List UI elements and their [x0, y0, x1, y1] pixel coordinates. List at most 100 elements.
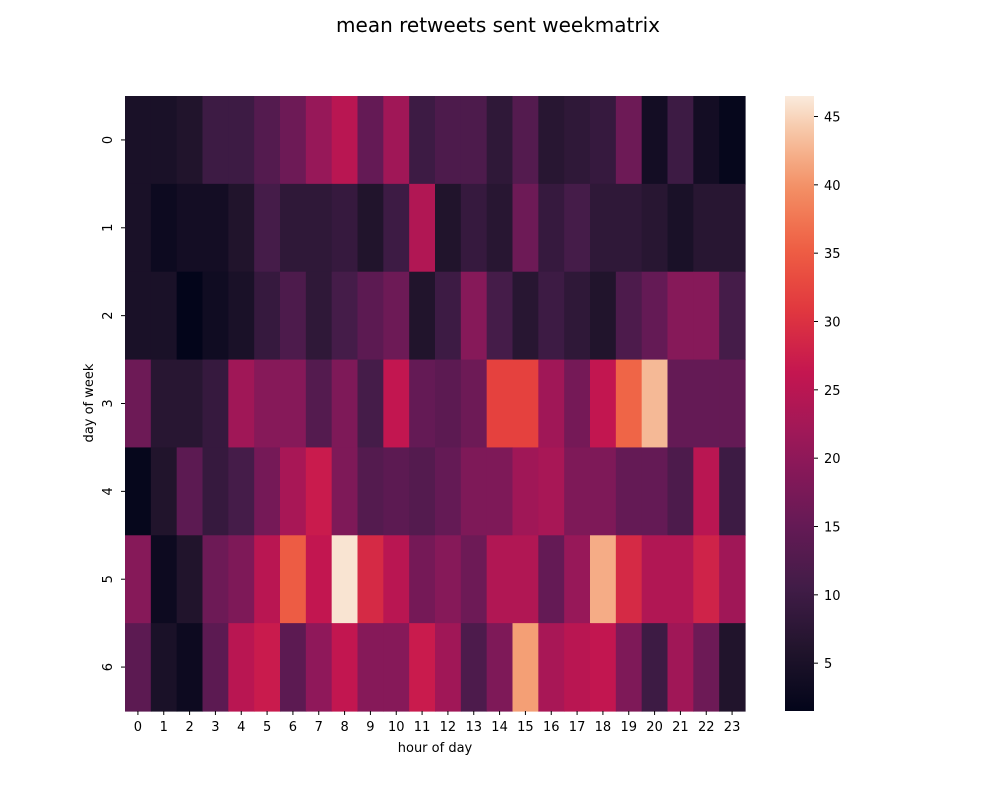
heatmap-cell — [409, 359, 436, 449]
heatmap-cell — [254, 359, 281, 449]
colorbar-tick-label: 25 — [824, 384, 841, 399]
heatmap-cell — [125, 359, 152, 449]
x-tick-label: 7 — [315, 720, 323, 735]
heatmap-cell — [357, 447, 384, 536]
heatmap-cell — [125, 623, 152, 712]
heatmap-cell — [460, 359, 488, 449]
chart-title: mean retweets sent weekmatrix — [336, 13, 660, 37]
x-tick-label: 22 — [698, 720, 715, 735]
heatmap-cell — [719, 535, 746, 624]
heatmap-cell — [202, 623, 229, 712]
heatmap-cell — [125, 535, 152, 624]
x-tick-label: 20 — [646, 720, 663, 735]
heatmap-cell — [693, 447, 720, 536]
heatmap-cell — [693, 535, 720, 624]
heatmap-cell — [460, 535, 488, 624]
heatmap-cell — [615, 183, 643, 273]
heatmap-cell — [641, 359, 669, 449]
heatmap-cell — [176, 623, 204, 712]
heatmap-cell — [305, 359, 333, 449]
colorbar-tick-label: 15 — [824, 521, 841, 536]
heatmap-cell — [667, 271, 694, 361]
heatmap-cell — [409, 183, 436, 273]
heatmap-cell — [125, 271, 152, 361]
heatmap-cell — [254, 96, 281, 185]
heatmap-cell — [590, 183, 617, 273]
x-tick-label: 0 — [134, 720, 142, 735]
heatmap-cell — [615, 535, 643, 624]
heatmap-cell — [125, 183, 152, 273]
x-tick-label: 5 — [263, 720, 271, 735]
heatmap-cell — [460, 447, 488, 536]
heatmap-cell — [538, 359, 565, 449]
heatmap-cell — [357, 271, 384, 361]
heatmap-cell — [383, 183, 410, 273]
heatmap-cell — [615, 359, 643, 449]
heatmap-cell — [564, 447, 591, 536]
heatmap-cell — [176, 271, 204, 361]
heatmap-cell — [228, 535, 255, 624]
heatmap-cell — [486, 271, 514, 361]
heatmap-cell — [460, 623, 488, 712]
heatmap-cell — [383, 271, 410, 361]
heatmap-cell — [254, 623, 281, 712]
heatmap-cell — [357, 359, 384, 449]
heatmap-cell — [150, 183, 178, 273]
heatmap-cell — [564, 271, 591, 361]
heatmap-cell — [564, 623, 591, 712]
heatmap-cell — [305, 271, 333, 361]
heatmap-cell — [590, 447, 617, 536]
colorbar-tick-label: 10 — [824, 589, 841, 604]
heatmap-cell — [590, 359, 617, 449]
heatmap-cell — [719, 183, 746, 273]
x-tick-label: 4 — [237, 720, 245, 735]
heatmap-cell — [150, 359, 178, 449]
heatmap-cell — [719, 447, 746, 536]
heatmap-cell — [486, 623, 514, 712]
heatmap-cell — [460, 183, 488, 273]
heatmap-cell — [331, 271, 359, 361]
heatmap-cell — [641, 447, 669, 536]
heatmap-cell — [435, 271, 462, 361]
heatmap-cell — [305, 623, 333, 712]
heatmap-cell — [228, 359, 255, 449]
heatmap-cell — [512, 271, 539, 361]
y-tick-label: 5 — [101, 575, 116, 583]
heatmap-cell — [512, 623, 539, 712]
heatmap-cell — [590, 271, 617, 361]
heatmap-cell — [125, 447, 152, 536]
heatmap-cell — [667, 183, 694, 273]
heatmap-cell — [435, 183, 462, 273]
heatmap-cell — [719, 271, 746, 361]
x-tick-label: 11 — [414, 720, 431, 735]
heatmap-cell — [176, 96, 204, 185]
x-tick-label: 3 — [211, 720, 219, 735]
x-tick-label: 6 — [289, 720, 297, 735]
y-axis-label: day of week — [82, 363, 97, 442]
heatmap-cell — [615, 623, 643, 712]
heatmap-cell — [409, 271, 436, 361]
colorbar-tick-label: 45 — [824, 111, 841, 126]
heatmap-cell — [202, 183, 229, 273]
heatmap-cell — [331, 183, 359, 273]
heatmap-cell — [590, 535, 617, 624]
y-tick-label: 2 — [101, 311, 116, 319]
heatmap-cell — [305, 535, 333, 624]
heatmap-cell — [693, 183, 720, 273]
heatmap-cell — [331, 96, 359, 185]
heatmap-cell — [383, 447, 410, 536]
heatmap-cell — [383, 359, 410, 449]
heatmap-cell — [383, 535, 410, 624]
heatmap-cell — [667, 623, 694, 712]
heatmap-cell — [512, 183, 539, 273]
x-tick-label: 21 — [672, 720, 689, 735]
colorbar-tick-label: 5 — [824, 657, 832, 672]
x-tick-label: 14 — [491, 720, 508, 735]
y-tick-label: 1 — [101, 224, 116, 232]
heatmap-cell — [512, 96, 539, 185]
heatmap-cell — [176, 183, 204, 273]
heatmap-cell — [641, 271, 669, 361]
heatmap-cell — [641, 96, 669, 185]
heatmap-cell — [228, 447, 255, 536]
heatmap-cell — [538, 623, 565, 712]
